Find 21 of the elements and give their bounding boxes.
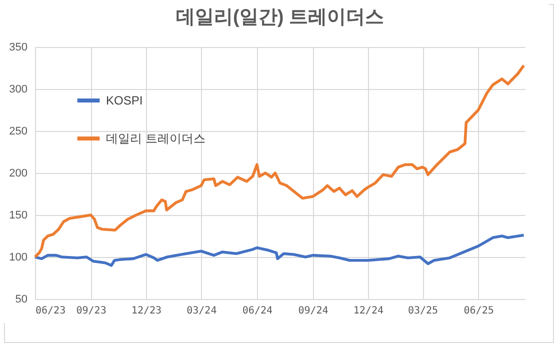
line-series <box>34 234 526 267</box>
y-tick-label: 350 <box>9 42 28 54</box>
y-tick-label: 250 <box>9 126 28 138</box>
x-tick-label: 09/24 <box>298 306 328 316</box>
x-tick-label: 06/23 <box>36 306 66 316</box>
line-series <box>34 64 526 258</box>
y-tick-label: 200 <box>9 168 28 180</box>
x-tick-label: 06/25 <box>464 306 494 316</box>
y-tick-label: 50 <box>15 294 28 306</box>
x-tick-label: 12/24 <box>353 306 384 316</box>
y-tick-label: 100 <box>9 252 28 264</box>
legend-label: KOSPI <box>106 94 143 108</box>
x-tick-label: 03/24 <box>186 306 217 316</box>
y-tick-label: 300 <box>9 84 28 96</box>
x-tick-label: 03/25 <box>408 306 438 316</box>
x-tick-label: 09/23 <box>76 306 106 316</box>
x-tick-label: 12/23 <box>131 306 162 316</box>
y-tick-label: 150 <box>9 210 28 222</box>
chart-title: 데일리(일간) 트레이더스 <box>176 7 384 28</box>
legend-label: 데일리 트레이더스 <box>106 132 206 146</box>
x-tick-label: 06/24 <box>242 306 273 316</box>
